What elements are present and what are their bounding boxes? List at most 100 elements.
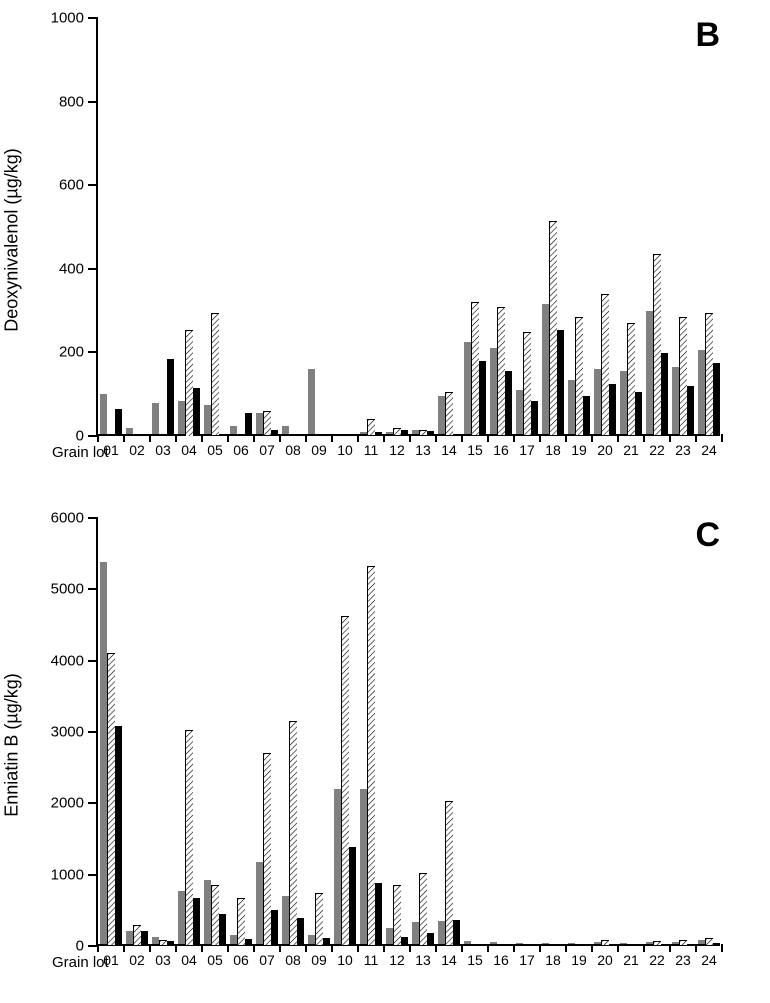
bar: [557, 330, 564, 435]
x-tick-label: 19: [571, 434, 587, 458]
x-tick: [123, 944, 125, 952]
x-tick-label: 09: [311, 944, 327, 968]
x-tick: [409, 944, 411, 952]
bar: [438, 921, 445, 944]
x-tick: [331, 944, 333, 952]
bar: [594, 369, 601, 434]
bar: [393, 885, 400, 944]
x-tick: [279, 944, 281, 952]
x-tick: [149, 434, 151, 442]
bar: [115, 726, 122, 944]
bar: [167, 941, 174, 944]
bar: [334, 789, 341, 944]
x-tick: [97, 434, 99, 442]
bar: [375, 883, 382, 944]
x-tick-label: 12: [389, 434, 405, 458]
bars-layer: [98, 18, 720, 434]
x-tick-label: 11: [364, 944, 379, 968]
x-tick: [175, 434, 177, 442]
bar: [386, 432, 393, 434]
x-tick-label: 08: [285, 434, 301, 458]
x-tick-label: 09: [311, 434, 327, 458]
x-tick-label: 24: [701, 434, 717, 458]
bar: [516, 390, 523, 434]
bar: [289, 721, 296, 944]
x-tick-label: 10: [337, 944, 353, 968]
bar: [159, 940, 166, 944]
bar: [661, 353, 668, 435]
x-tick: [435, 434, 437, 442]
x-tick-label: 15: [467, 944, 483, 968]
bar: [542, 943, 549, 944]
x-tick: [643, 944, 645, 952]
bar: [263, 411, 270, 434]
bar: [609, 384, 616, 434]
bar: [516, 943, 523, 944]
bar: [271, 430, 278, 434]
bar: [568, 380, 575, 434]
bar: [583, 396, 590, 434]
bar: [263, 753, 270, 944]
x-tick: [565, 944, 567, 952]
x-tick-label: 08: [285, 944, 301, 968]
bar: [401, 937, 408, 944]
y-tick-label: 2000: [51, 795, 98, 812]
x-tick-label: 02: [129, 434, 145, 458]
bar: [100, 562, 107, 944]
bar: [141, 931, 148, 944]
bar: [679, 317, 686, 434]
chart-panel-b: BDeoxynivalenol (µg/kg)02004006008001000…: [40, 10, 730, 470]
x-tick: [695, 434, 697, 442]
bar: [464, 941, 471, 944]
x-tick-label: 23: [675, 434, 691, 458]
bar: [705, 313, 712, 434]
x-tick-label: 14: [441, 944, 457, 968]
bar: [445, 801, 452, 944]
bar: [204, 405, 211, 434]
x-tick: [591, 944, 593, 952]
x-tick-label: 05: [207, 434, 223, 458]
plot-area: 0100020003000400050006000010203040506070…: [96, 518, 720, 946]
bar: [282, 426, 289, 434]
y-tick-label: 200: [59, 344, 98, 361]
x-tick-label: 17: [519, 434, 535, 458]
x-tick: [565, 434, 567, 442]
bar: [523, 332, 530, 434]
bar: [653, 941, 660, 944]
bar: [698, 350, 705, 434]
bar: [705, 938, 712, 944]
page: BDeoxynivalenol (µg/kg)02004006008001000…: [0, 0, 770, 1003]
x-tick-label: 21: [623, 434, 639, 458]
bar: [687, 386, 694, 434]
bar: [453, 920, 460, 944]
x-tick-label: 02: [129, 944, 145, 968]
x-tick: [669, 944, 671, 952]
bar: [386, 928, 393, 944]
bar: [245, 939, 252, 944]
bar: [419, 873, 426, 944]
y-tick-label: 0: [76, 428, 98, 445]
bar: [308, 935, 315, 944]
x-tick: [305, 944, 307, 952]
y-axis-label: Deoxynivalenol (µg/kg): [2, 148, 23, 331]
bar: [107, 653, 114, 944]
bar: [490, 942, 497, 944]
x-tick-label: 07: [259, 944, 275, 968]
y-tick-label: 400: [59, 260, 98, 277]
y-axis-label: Enniatin B (µg/kg): [2, 673, 23, 816]
bar: [445, 392, 452, 434]
bar: [185, 730, 192, 944]
x-tick: [305, 434, 307, 442]
bar: [367, 566, 374, 944]
bar: [297, 918, 304, 944]
bar: [575, 317, 582, 434]
x-tick: [513, 434, 515, 442]
bar: [393, 428, 400, 434]
bar: [271, 910, 278, 944]
bar: [713, 943, 720, 944]
x-tick: [643, 434, 645, 442]
x-tick: [617, 944, 619, 952]
y-tick-label: 0: [76, 938, 98, 955]
y-tick-label: 4000: [51, 652, 98, 669]
x-tick-label: 16: [493, 944, 509, 968]
